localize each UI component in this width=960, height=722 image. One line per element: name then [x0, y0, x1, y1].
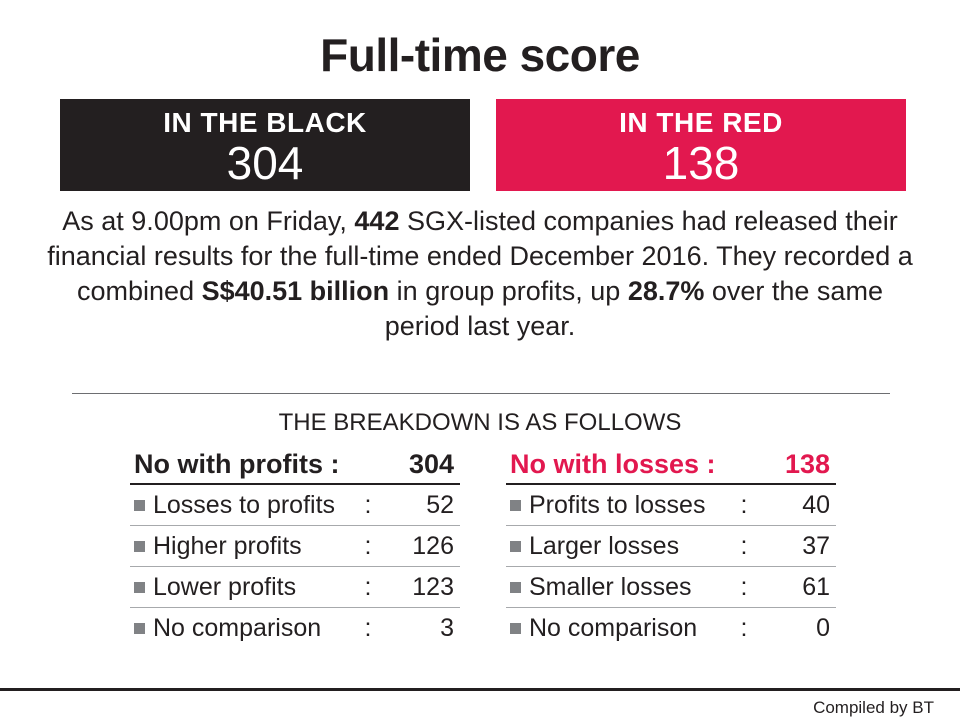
- row-colon: :: [364, 572, 372, 601]
- table-row: No comparison : 0: [506, 608, 836, 648]
- square-bullet-icon: [510, 622, 521, 634]
- row-label: Higher profits: [153, 531, 302, 560]
- table-row: Losses to profits : 52: [130, 485, 460, 526]
- profits-header-value: 304: [408, 448, 454, 479]
- square-bullet-icon: [510, 581, 521, 593]
- row-colon: :: [364, 490, 372, 519]
- row-value: 37: [802, 531, 830, 560]
- in-the-black-label: IN THE BLACK: [163, 107, 367, 138]
- in-the-black-value: 304: [226, 137, 304, 189]
- row-value: 0: [816, 613, 830, 642]
- footer-rule: [0, 688, 960, 691]
- row-colon: :: [740, 490, 748, 519]
- in-the-red-value: 138: [662, 137, 740, 189]
- row-label: Larger losses: [529, 531, 680, 560]
- losses-header: No with losses : 138: [506, 445, 836, 485]
- summary-text-2: SGX-listed companies had released their …: [47, 206, 913, 306]
- table-row: Lower profits : 123: [130, 567, 460, 608]
- source-credit: Compiled by BT: [813, 698, 934, 717]
- row-value: 52: [426, 490, 454, 519]
- row-colon: :: [740, 613, 748, 642]
- page-title: Full-time score: [320, 29, 640, 81]
- losses-header-label: No with losses :: [510, 448, 716, 479]
- row-value: 40: [802, 490, 830, 519]
- row-colon: :: [740, 572, 748, 601]
- table-row: No comparison : 3: [130, 608, 460, 648]
- square-bullet-icon: [134, 622, 145, 634]
- table-row: Smaller losses : 61: [506, 567, 836, 608]
- row-colon: :: [364, 531, 372, 560]
- summary-text-3: in group profits, up: [389, 276, 628, 306]
- summary-growth-pct: 28.7%: [627, 276, 705, 306]
- profits-header-label: No with profits :: [134, 448, 340, 479]
- table-row: Higher profits : 126: [130, 526, 460, 567]
- row-label: Profits to losses: [529, 490, 706, 519]
- square-bullet-icon: [510, 540, 521, 552]
- losses-header-value: 138: [784, 448, 830, 479]
- profits-table: No with profits : 304 Losses to profits …: [130, 445, 460, 648]
- row-label: No comparison: [153, 613, 322, 642]
- row-label: No comparison: [529, 613, 698, 642]
- square-bullet-icon: [510, 499, 521, 511]
- in-the-red-box: IN THE RED 138: [496, 99, 906, 191]
- profits-header: No with profits : 304: [130, 445, 460, 485]
- row-label: Smaller losses: [529, 572, 692, 601]
- row-value: 126: [412, 531, 454, 560]
- square-bullet-icon: [134, 499, 145, 511]
- summary-company-count: 442: [354, 206, 400, 236]
- square-bullet-icon: [134, 581, 145, 593]
- square-bullet-icon: [134, 540, 145, 552]
- divider: [72, 393, 890, 394]
- row-label: Losses to profits: [153, 490, 336, 519]
- summary-profit-total: S$40.51 billion: [201, 276, 390, 306]
- row-value: 3: [440, 613, 454, 642]
- row-value: 61: [802, 572, 830, 601]
- in-the-red-label: IN THE RED: [619, 107, 783, 138]
- row-value: 123: [412, 572, 454, 601]
- summary-text-4: over the same period last year.: [384, 276, 883, 341]
- in-the-black-box: IN THE BLACK 304: [60, 99, 470, 191]
- row-colon: :: [364, 613, 372, 642]
- table-row: Profits to losses : 40: [506, 485, 836, 526]
- summary-text-1: As at 9.00pm on Friday,: [62, 206, 355, 236]
- losses-table: No with losses : 138 Profits to losses :…: [506, 445, 836, 648]
- row-label: Lower profits: [153, 572, 297, 601]
- row-colon: :: [740, 531, 748, 560]
- table-row: Larger losses : 37: [506, 526, 836, 567]
- breakdown-heading: THE BREAKDOWN IS AS FOLLOWS: [278, 409, 682, 436]
- summary-paragraph: As at 9.00pm on Friday, 442 SGX-listed c…: [40, 204, 920, 344]
